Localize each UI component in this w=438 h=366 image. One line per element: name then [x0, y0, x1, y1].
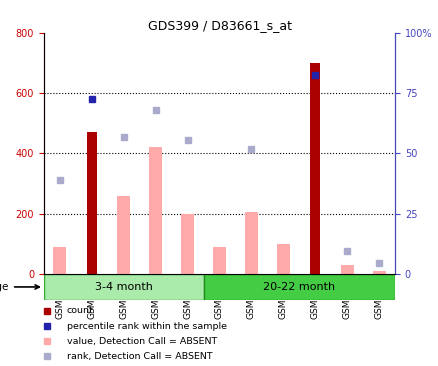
Text: 20-22 month: 20-22 month — [263, 282, 335, 292]
Text: age: age — [0, 282, 39, 292]
Text: percentile rank within the sample: percentile rank within the sample — [67, 322, 226, 330]
Bar — [203, 274, 394, 300]
Bar — [244, 212, 257, 274]
Text: value, Detection Call = ABSENT: value, Detection Call = ABSENT — [67, 337, 216, 346]
Text: rank, Detection Call = ABSENT: rank, Detection Call = ABSENT — [67, 352, 212, 361]
Bar — [276, 244, 289, 274]
Text: 3-4 month: 3-4 month — [95, 282, 152, 292]
Bar — [53, 247, 66, 274]
Bar — [212, 247, 226, 274]
Bar — [340, 265, 353, 274]
Bar — [87, 132, 96, 274]
Bar — [44, 274, 203, 300]
Text: count: count — [67, 306, 93, 315]
Bar — [149, 147, 162, 274]
Title: GDS399 / D83661_s_at: GDS399 / D83661_s_at — [147, 19, 291, 32]
Bar — [181, 214, 194, 274]
Bar — [310, 63, 319, 274]
Bar — [372, 271, 385, 274]
Bar — [117, 196, 130, 274]
